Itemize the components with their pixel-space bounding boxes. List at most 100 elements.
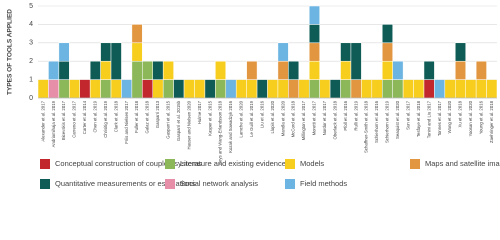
x-tick-label: Tonini and Liu 2017 xyxy=(426,100,431,138)
bar-segment xyxy=(256,79,268,99)
legend-swatch xyxy=(410,159,420,169)
bar-segment xyxy=(308,42,320,62)
legend-label: Conceptual construction of coupled syste… xyxy=(55,159,202,168)
x-tick-label: Clark et al. 2018 xyxy=(113,100,118,132)
legend-swatch xyxy=(40,159,50,169)
bar-segment xyxy=(48,79,60,99)
legend-swatch xyxy=(40,179,50,189)
bar-segment xyxy=(382,24,393,44)
bar-segment xyxy=(413,79,425,99)
bar-segment xyxy=(455,79,466,99)
x-tick-label: Gasparri 2013 xyxy=(155,100,160,128)
x-tick-label: Schierhorn et al. 2019 xyxy=(385,100,390,143)
bar-segment xyxy=(382,79,393,99)
bar-segment xyxy=(350,42,362,80)
legend-label: Field methods xyxy=(300,179,347,188)
legend-label: Maps and satellite imagery xyxy=(425,159,500,168)
x-tick-label: Schierhorn et al. 2016 xyxy=(374,100,379,143)
x-tick-label: Friis and Nielsen 2017 xyxy=(124,100,129,143)
bar-segment xyxy=(225,79,237,99)
legend-label: Models xyxy=(300,159,324,168)
bar-segment xyxy=(277,60,289,80)
x-tick-label: Hulme 2017 xyxy=(197,100,202,124)
bar-segment xyxy=(402,79,414,99)
bar-segment xyxy=(308,24,320,44)
legend-label: Social network analysis xyxy=(180,179,258,188)
x-tick-label: Le Guill et al. 2019 xyxy=(249,100,254,136)
bar-segment xyxy=(152,79,164,99)
bar-segment xyxy=(48,60,60,80)
bar-segment xyxy=(350,79,362,99)
bar-segment xyxy=(110,42,122,80)
bar-segment xyxy=(121,79,133,99)
bar-segment xyxy=(288,79,300,99)
bar-segment xyxy=(298,79,310,99)
x-tick-label: Xu et al. 2018 xyxy=(458,100,463,127)
y-tick-label: 3 xyxy=(29,40,33,47)
x-tick-label: Seaquist et al. 2020 xyxy=(395,100,400,139)
bar-segment xyxy=(340,79,352,99)
bar-segment xyxy=(215,79,227,99)
bar-segment xyxy=(89,79,101,99)
bar-segment xyxy=(371,79,383,99)
bar-segment xyxy=(131,60,143,99)
bar-segment xyxy=(382,60,393,80)
bar-segment xyxy=(475,79,487,99)
bar-segment xyxy=(215,60,227,80)
x-tick-label: Hauser and Nielsen 2020 xyxy=(186,100,191,149)
bar-segment xyxy=(340,42,352,62)
x-tick-label: Wang et al. 2020 xyxy=(447,100,452,133)
bar-segment xyxy=(183,79,195,99)
x-tick-label: Nordor et al. 2017 xyxy=(322,100,327,135)
x-tick-label: Tonnes et al. 2017 xyxy=(437,100,442,136)
bar-segment xyxy=(131,24,143,44)
x-tick-label: Yoosan et al. 2020 xyxy=(468,100,473,136)
y-axis-title: TYPES OF TOOLS APPLIED xyxy=(7,9,14,95)
x-tick-label: Moretti et al. 2017 xyxy=(312,100,317,135)
x-tick-label: Alexander et al. 2017 xyxy=(40,100,45,141)
x-tick-label: Sun et al. 2017 xyxy=(405,100,410,130)
x-tick-label: Lamche et al. 2020 xyxy=(239,100,244,137)
x-tick-label: Young et al. 2016 xyxy=(478,100,483,134)
bar-segment xyxy=(58,42,70,62)
legend-swatch xyxy=(285,159,295,169)
bar-segment xyxy=(382,42,393,62)
bar-segment xyxy=(58,60,70,80)
x-tick-label: Chen et al. 2019 xyxy=(93,100,98,132)
bar-segment xyxy=(110,79,122,99)
bar-segment xyxy=(423,60,435,80)
bar-segment xyxy=(162,60,174,80)
bar-segment xyxy=(100,60,112,80)
bar-segment xyxy=(162,79,174,99)
bar-segment xyxy=(152,60,164,80)
x-tick-label: Bicevskis et al. 2017 xyxy=(61,100,66,140)
bar-segment xyxy=(434,79,446,99)
bar-segment xyxy=(37,79,49,99)
x-tick-label: Andriamihaja et al. 2019 xyxy=(51,100,56,147)
x-tick-label: Chrisitig et al. 2019 xyxy=(103,100,108,137)
bar-segment xyxy=(319,79,331,99)
x-tick-label: Schaffner-Smith et al. 2018 xyxy=(364,100,369,153)
legend-swatch xyxy=(165,159,175,169)
x-tick-label: Millington et al. 2017 xyxy=(301,100,306,140)
legend-swatch xyxy=(285,179,295,189)
y-tick-label: 4 xyxy=(29,21,33,28)
bar-segment xyxy=(277,42,289,62)
y-tick-label: 0 xyxy=(29,95,33,102)
legend-label: Literature and existing evidence xyxy=(180,159,286,168)
bar-segment xyxy=(465,79,477,99)
legend-swatch xyxy=(165,179,175,189)
bar-segment xyxy=(235,79,247,99)
x-tick-label: Rulli et al. 2019 xyxy=(353,100,358,130)
bar-segment xyxy=(455,60,466,80)
bar-segment xyxy=(58,79,70,99)
y-tick-label: 5 xyxy=(29,3,33,10)
bar-segment xyxy=(246,60,258,80)
bar-segment xyxy=(423,79,435,99)
x-tick-label: Fuller et al. 2018 xyxy=(134,100,139,133)
bar-segment xyxy=(267,79,279,99)
x-tick-label: Llopis et al. 2020 xyxy=(270,100,275,133)
bar-segment xyxy=(142,60,153,80)
bar-segment xyxy=(329,79,341,99)
